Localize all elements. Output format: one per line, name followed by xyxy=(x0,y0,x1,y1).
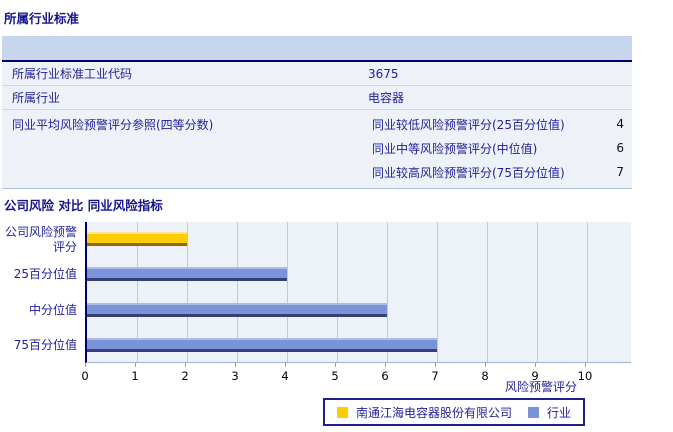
table-row-peer-scores: 同业平均风险预警评分参照(四等分数) 同业较低风险预警评分(25百分位值) 4 … xyxy=(2,110,632,189)
peer-low-value: 4 xyxy=(616,117,624,131)
tick-mark xyxy=(185,363,186,367)
tick-mark xyxy=(85,363,86,367)
chart-legend: 南通江海电容器股份有限公司 行业 xyxy=(322,398,585,426)
tick-mark xyxy=(285,363,286,367)
table-header-band xyxy=(2,36,632,62)
row-value-industry: 电容器 xyxy=(368,91,405,105)
legend-swatch xyxy=(527,406,539,418)
bar-company-score xyxy=(87,232,187,246)
peer-median-label: 同业中等风险预警评分(中位值) xyxy=(372,141,538,156)
gridline xyxy=(537,222,538,362)
tick-label: 4 xyxy=(281,369,289,383)
y-axis-label: 公司风险预警评分 xyxy=(4,224,77,254)
table-row: 所属行业标准工业代码 3675 xyxy=(2,62,632,86)
y-axis-label: 75百分位值 xyxy=(13,337,77,352)
gridline xyxy=(137,222,138,362)
bar-row xyxy=(87,328,631,363)
tick-label: 8 xyxy=(481,369,489,383)
tick-mark xyxy=(135,363,136,367)
plot-area xyxy=(85,222,631,363)
section-title-risk-comparison: 公司风险 对比 同业风险指标 xyxy=(4,198,163,213)
risk-comparison-chart: 公司风险预警评分 25百分位值中分位值 75百分位值 0 1 2 3 4 5 6 7 8 9 10 风险… xyxy=(0,222,673,432)
tick-label: 7 xyxy=(431,369,439,383)
gridline xyxy=(487,222,488,362)
bar-row xyxy=(87,222,631,257)
gridline xyxy=(237,222,238,362)
peer-median-value: 6 xyxy=(616,141,624,155)
legend-label-industry: 行业 xyxy=(546,405,571,420)
industry-standard-table: 所属行业标准工业代码 3675 所属行业 电容器 同业平均风险预警评分参照(四等… xyxy=(2,36,632,189)
x-axis-ticks: 0 1 2 3 4 5 6 7 8 9 10 xyxy=(81,363,631,387)
tick-mark xyxy=(485,363,486,367)
tick-label: 10 xyxy=(577,369,593,383)
row-value-sic-code: 3675 xyxy=(368,66,399,81)
bar-industry-percentile xyxy=(87,302,387,317)
gridline xyxy=(187,222,188,362)
row-label-industry: 所属行业 xyxy=(12,91,61,105)
tick-label: 5 xyxy=(331,369,339,383)
row-label-peer-reference: 同业平均风险预警评分参照(四等分数) xyxy=(12,118,214,132)
peer-high-label: 同业较高风险预警评分(75百分位值) xyxy=(372,165,565,180)
y-axis-labels: 公司风险预警评分 25百分位值中分位值 75百分位值 xyxy=(0,222,83,363)
tick-label: 3 xyxy=(231,369,239,383)
tick-mark xyxy=(435,363,436,367)
row-label-sic-code: 所属行业标准工业代码 xyxy=(12,67,133,81)
tick-label: 6 xyxy=(381,369,389,383)
x-axis-title: 风险预警评分 xyxy=(504,380,577,394)
gridline xyxy=(337,222,338,362)
y-axis-label: 25百分位值 xyxy=(13,267,77,282)
tick-mark xyxy=(335,363,336,367)
tick-label: 0 xyxy=(81,369,89,383)
bar-industry-percentile xyxy=(87,267,287,282)
tick-mark xyxy=(535,363,536,367)
peer-high-value: 7 xyxy=(616,165,624,179)
tick-label: 2 xyxy=(181,369,189,383)
y-axis-label: 中分位值 xyxy=(28,302,77,317)
tick-label: 1 xyxy=(131,369,139,383)
tick-label: 9 xyxy=(531,369,539,383)
peer-score-item: 同业中等风险预警评分(中位值) 6 xyxy=(360,136,632,160)
legend-label-company: 南通江海电容器股份有限公司 xyxy=(355,405,512,420)
tick-mark xyxy=(585,363,586,367)
section-title-industry-standard: 所属行业标准 xyxy=(4,11,80,26)
legend-swatch xyxy=(336,406,348,418)
peer-low-label: 同业较低风险预警评分(25百分位值) xyxy=(372,117,565,132)
bar-row xyxy=(87,257,631,292)
gridline xyxy=(287,222,288,362)
bar-row xyxy=(87,293,631,328)
bar-industry-percentile xyxy=(87,337,437,352)
tick-mark xyxy=(385,363,386,367)
table-row: 所属行业 电容器 xyxy=(2,86,632,110)
peer-score-list: 同业较低风险预警评分(25百分位值) 4 同业中等风险预警评分(中位值) 6 同… xyxy=(360,110,632,188)
tick-mark xyxy=(235,363,236,367)
peer-score-item: 同业较高风险预警评分(75百分位值) 7 xyxy=(360,160,632,184)
peer-score-item: 同业较低风险预警评分(25百分位值) 4 xyxy=(360,112,632,136)
gridline xyxy=(387,222,388,362)
gridline xyxy=(587,222,588,362)
gridline xyxy=(437,222,438,362)
